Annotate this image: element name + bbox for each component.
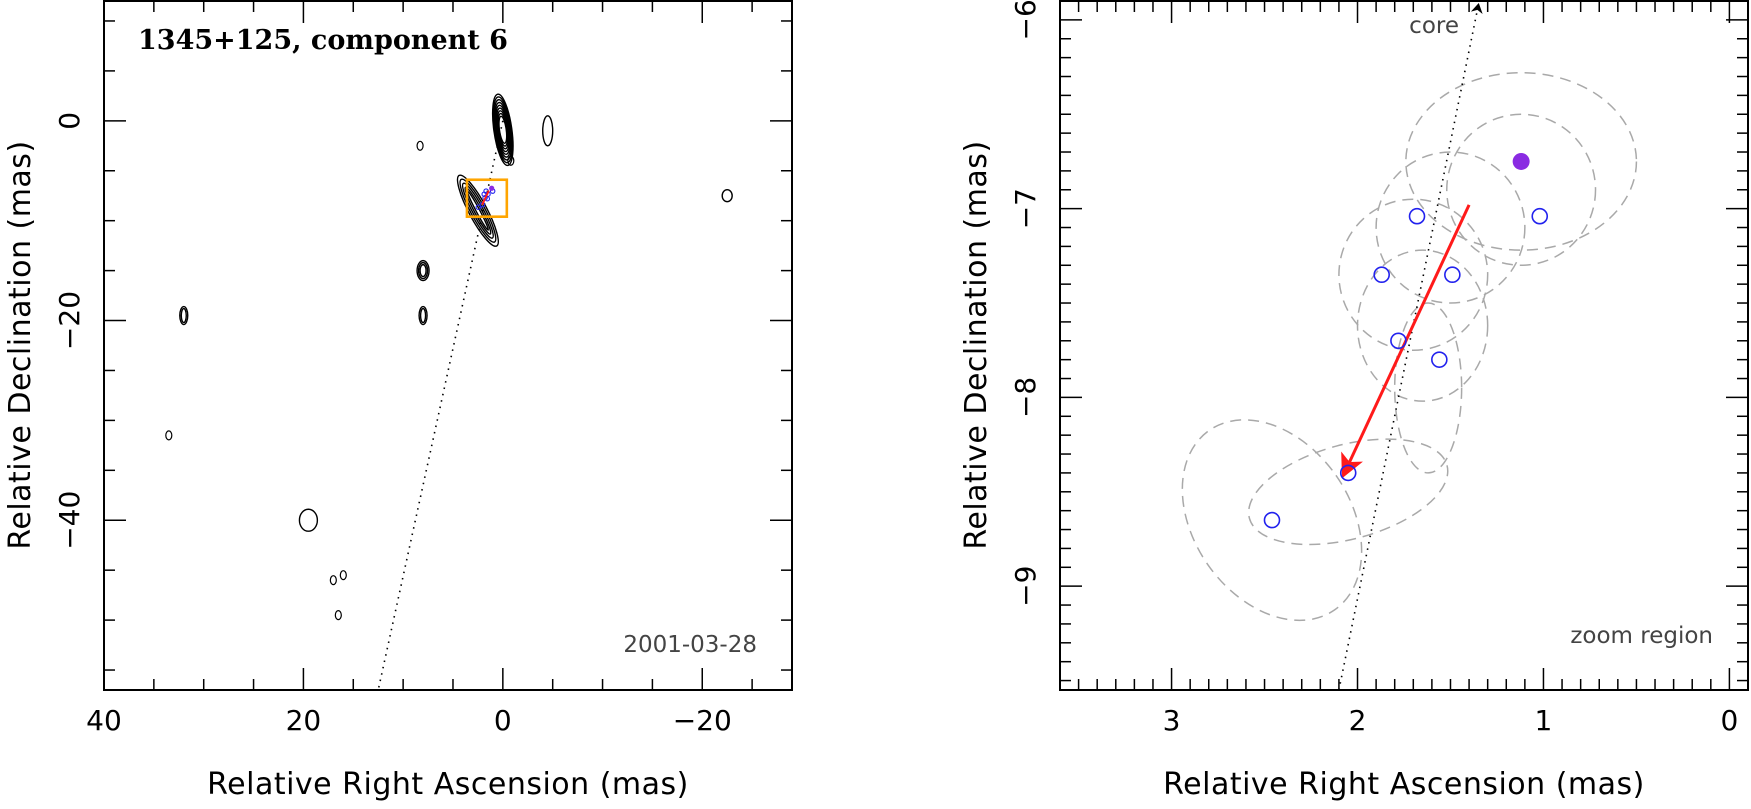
contour-line <box>464 186 492 235</box>
left-axis-ticks: 40 20 0 −20 0 −20 −40 <box>53 1 792 737</box>
x-tick-label: 3 <box>1163 704 1181 737</box>
epoch-marker <box>1431 351 1448 368</box>
contour-line <box>180 307 187 324</box>
epoch-marker <box>1339 464 1357 482</box>
fit-ellipse <box>1338 198 1489 351</box>
y-tick-label: −6 <box>1009 0 1042 41</box>
x-tick-label: 20 <box>286 704 322 737</box>
epoch-marker <box>1263 511 1281 529</box>
epoch-marker <box>1373 266 1390 284</box>
contour-line <box>298 508 319 532</box>
contour-knot-c <box>179 305 189 326</box>
x-tick-label: 0 <box>1720 704 1738 737</box>
contour-line <box>179 305 189 326</box>
left-frame <box>103 0 793 691</box>
fit-ellipse <box>1405 71 1638 251</box>
contour-line <box>418 305 428 326</box>
contour-knot-f <box>721 189 733 203</box>
contour-line <box>419 263 427 278</box>
observation-date: 2001-03-28 <box>623 632 757 658</box>
x-tick-label: 40 <box>86 704 122 737</box>
highlight-point <box>1512 152 1530 170</box>
x-tick-label: −20 <box>673 704 732 737</box>
contour-line <box>498 115 508 144</box>
zoom-box <box>465 178 509 218</box>
contour-knot-d <box>298 508 319 532</box>
fit-ellipse <box>1356 249 1489 402</box>
right-axis-ticks: 3 2 1 0 −6 −7 −8 −9 <box>1009 0 1748 737</box>
contour-line <box>419 307 427 324</box>
contour-line <box>461 182 494 239</box>
mini-epoch-marker <box>475 204 482 210</box>
fit-ellipse <box>1247 438 1449 546</box>
y-tick-label: −8 <box>1009 377 1042 418</box>
contour-line <box>456 174 499 247</box>
right-frame <box>1059 0 1749 691</box>
mini-motion-vector <box>481 190 490 206</box>
mini-highlight-point <box>489 185 495 191</box>
epoch-marker <box>1444 266 1461 284</box>
right-panel: 3 2 1 0 −6 −7 −8 −9 zoom region core Relative R… <box>959 0 1749 802</box>
fit-ellipse <box>1375 151 1526 304</box>
contour-line <box>459 178 497 243</box>
contour-knot-b <box>418 305 428 326</box>
epoch-marker <box>1408 207 1426 225</box>
y-tick-label: −9 <box>1009 566 1042 607</box>
contour-fragment <box>507 155 515 166</box>
contour-inner-jet <box>456 174 499 247</box>
x-tick-label: 0 <box>494 704 512 737</box>
contour-line <box>416 259 430 282</box>
contour-core <box>491 93 514 167</box>
fit-ellipse <box>1393 302 1463 474</box>
contour-fragment <box>416 140 424 151</box>
contour-knot-e <box>542 115 554 147</box>
fit-ellipse <box>1446 113 1597 267</box>
right-x-axis-label: Relative Right Ascension (mas) <box>1163 767 1645 802</box>
contour-fragment <box>165 430 173 441</box>
left-x-axis-label: Relative Right Ascension (mas) <box>207 767 689 802</box>
contour-fragment <box>339 570 347 581</box>
left-panel: 40 20 0 −20 0 −20 −40 1345+125, component 6 20… <box>3 0 793 802</box>
right-plot-area <box>1181 3 1638 690</box>
contour-line <box>721 189 733 203</box>
zoom-region-label: zoom region <box>1570 623 1713 649</box>
left-y-axis-label: Relative Declination (mas) <box>3 140 38 549</box>
y-tick-label: 0 <box>53 112 86 130</box>
contour-fragment <box>334 610 342 621</box>
left-plot-area <box>165 93 733 690</box>
contour-line <box>542 115 554 147</box>
contour-knot-a <box>416 259 430 282</box>
right-y-axis-label: Relative Declination (mas) <box>959 140 994 549</box>
left-panel-title: 1345+125, component 6 <box>138 25 508 56</box>
contour-fragment <box>329 575 337 586</box>
y-tick-label: −7 <box>1009 188 1042 229</box>
motion-vector-arrow <box>1341 204 1471 479</box>
x-tick-label: 2 <box>1349 704 1367 737</box>
x-tick-label: 1 <box>1535 704 1553 737</box>
core-direction-label: core <box>1409 13 1459 39</box>
y-tick-label: −20 <box>53 291 86 350</box>
epoch-marker <box>1390 332 1407 350</box>
epoch-marker <box>1531 207 1549 225</box>
fit-ellipse <box>1181 419 1363 622</box>
y-tick-label: −40 <box>53 491 86 550</box>
contour-line <box>417 261 429 280</box>
